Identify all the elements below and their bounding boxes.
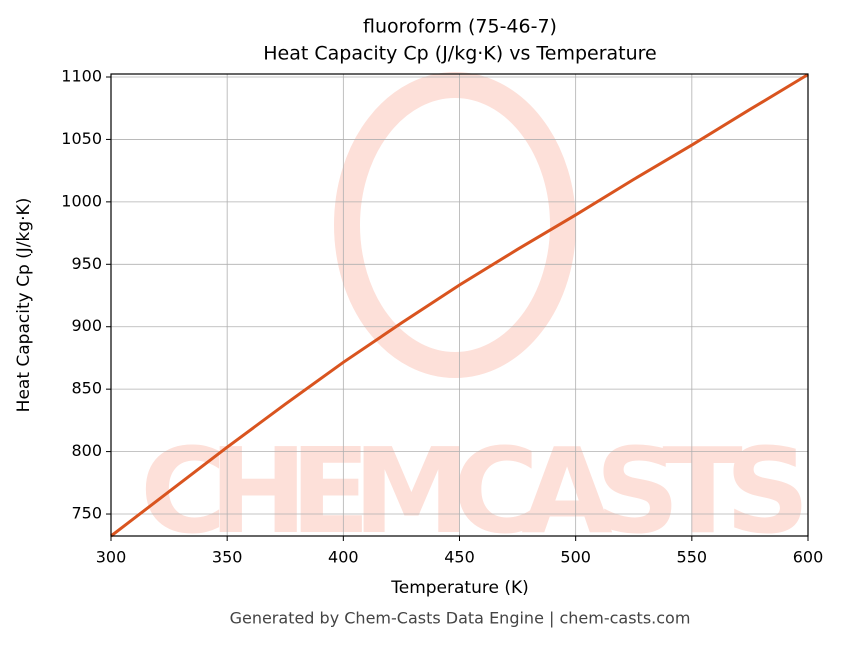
- chart-title: fluoroform (75-46-7): [363, 16, 557, 38]
- watermark-logo: [334, 72, 576, 378]
- x-tick-label: 550: [677, 548, 708, 567]
- x-tick-label: 600: [793, 548, 824, 567]
- y-axis-label: Heat Capacity Cp (J/kg·K): [14, 198, 34, 413]
- y-tick-label: 1050: [61, 129, 102, 148]
- y-tick-label: 1100: [61, 66, 102, 85]
- y-tick-label: 800: [71, 441, 102, 460]
- footer: Generated by Chem-Casts Data Engine | ch…: [230, 609, 691, 628]
- y-tick-label: 750: [71, 504, 102, 523]
- x-tick-label: 500: [560, 548, 591, 567]
- y-tick-label: 850: [71, 379, 102, 398]
- chart-subtitle: Heat Capacity Cp (J/kg·K) vs Temperature: [263, 43, 657, 65]
- x-tick-label: 400: [328, 548, 359, 567]
- x-axis-label: Temperature (K): [390, 578, 529, 598]
- y-tick-label: 950: [71, 254, 102, 273]
- x-tick-label: 300: [96, 548, 127, 567]
- x-tick-label: 350: [212, 548, 243, 567]
- y-tick-label: 900: [71, 316, 102, 335]
- x-tick-label: 450: [444, 548, 475, 567]
- y-tick-label: 1000: [61, 191, 102, 210]
- data-line: [110, 73, 809, 538]
- watermark: CHEMCASTS: [140, 422, 810, 560]
